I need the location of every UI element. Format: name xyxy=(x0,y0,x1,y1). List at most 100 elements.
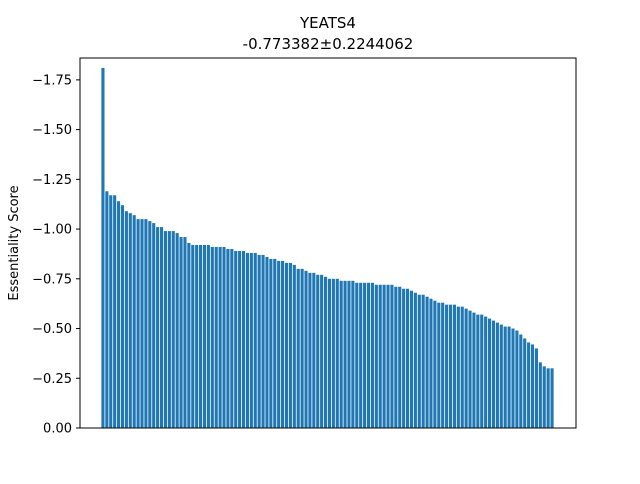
bar xyxy=(218,246,222,428)
bar xyxy=(534,348,538,428)
bar xyxy=(405,288,410,428)
bar xyxy=(511,328,515,428)
bar xyxy=(370,282,374,428)
bar xyxy=(136,219,140,428)
bar xyxy=(101,67,105,428)
bar xyxy=(550,368,554,428)
bar xyxy=(214,246,218,428)
bar xyxy=(495,322,499,428)
bar xyxy=(499,324,503,428)
bar xyxy=(124,211,128,428)
bar xyxy=(261,254,265,428)
bar xyxy=(183,237,187,428)
bar xyxy=(515,330,519,428)
bar xyxy=(421,294,425,428)
bar xyxy=(312,272,316,428)
bar xyxy=(347,280,351,428)
bar xyxy=(210,246,214,428)
y-axis-label: Essentiality Score xyxy=(7,185,22,300)
chart-title: YEATS4 xyxy=(299,14,356,32)
bar xyxy=(281,260,285,428)
bar xyxy=(156,227,160,428)
bar xyxy=(304,270,308,428)
bar xyxy=(343,280,347,428)
bar xyxy=(429,298,433,428)
bar xyxy=(366,282,371,428)
bar xyxy=(277,260,281,428)
bar xyxy=(542,366,546,428)
bar xyxy=(331,278,335,428)
bar xyxy=(538,362,542,428)
bar xyxy=(269,258,273,428)
bar xyxy=(464,308,468,428)
y-tick-label: −0.25 xyxy=(32,372,72,387)
bar xyxy=(144,219,148,428)
bar xyxy=(398,286,402,428)
bar xyxy=(187,243,191,428)
y-tick-label: −1.25 xyxy=(32,173,72,188)
bar xyxy=(253,252,257,428)
bar xyxy=(417,294,421,428)
bar xyxy=(163,231,167,428)
bar xyxy=(105,191,109,428)
bar xyxy=(339,280,343,428)
y-tick-label: −0.50 xyxy=(32,322,72,337)
bar xyxy=(300,268,304,428)
bar xyxy=(292,264,296,428)
bar xyxy=(382,284,386,428)
bar xyxy=(171,231,175,428)
bar xyxy=(152,223,156,428)
bar xyxy=(386,284,390,428)
y-ticks-group: 0.00 −0.25 −0.50 −0.75 −1.00 −1.25 −1.50 −1.75 xyxy=(32,73,80,437)
bar xyxy=(452,304,456,428)
bar xyxy=(491,320,496,428)
bar xyxy=(468,310,472,428)
bar xyxy=(351,280,355,428)
bar xyxy=(445,304,449,428)
bar xyxy=(323,276,328,428)
bar xyxy=(284,262,289,428)
bar xyxy=(117,201,121,428)
bar xyxy=(488,318,492,428)
y-tick-label: −0.75 xyxy=(32,272,72,287)
bar xyxy=(234,250,238,428)
bar xyxy=(226,248,230,428)
bar xyxy=(316,274,320,428)
y-tick-label: −1.00 xyxy=(32,223,72,238)
bar xyxy=(460,306,464,428)
bars-group xyxy=(101,67,554,428)
bar xyxy=(132,215,136,428)
bar xyxy=(195,244,199,428)
bar xyxy=(320,274,324,428)
bar xyxy=(191,244,195,428)
bar xyxy=(159,227,164,428)
bar xyxy=(374,284,378,428)
bar xyxy=(402,288,406,428)
bar xyxy=(167,231,171,428)
bar xyxy=(519,334,523,428)
bar xyxy=(273,258,277,428)
bar xyxy=(128,213,132,428)
y-tick-label: −1.50 xyxy=(32,123,72,138)
bar xyxy=(113,195,117,428)
bar xyxy=(355,282,359,428)
bar xyxy=(179,237,183,428)
bar xyxy=(503,326,507,428)
bar xyxy=(206,244,210,428)
bar xyxy=(245,252,249,428)
bar xyxy=(425,296,429,428)
bar xyxy=(202,244,207,428)
bar xyxy=(394,286,398,428)
bar xyxy=(363,282,367,428)
bar xyxy=(230,248,234,428)
bar xyxy=(413,292,417,428)
bar xyxy=(265,256,269,428)
bar xyxy=(359,282,363,428)
bar xyxy=(409,290,414,428)
bar xyxy=(448,304,453,428)
bar xyxy=(484,316,488,428)
bar xyxy=(222,246,226,428)
bar xyxy=(456,306,460,428)
